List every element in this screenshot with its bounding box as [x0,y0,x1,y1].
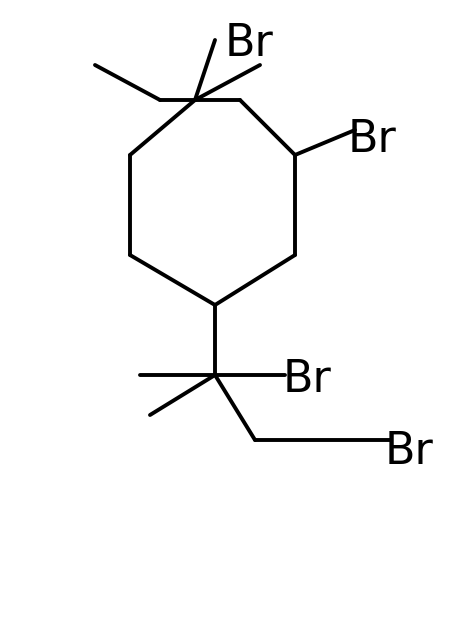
Text: Br: Br [385,430,434,473]
Text: Br: Br [283,358,332,401]
Text: Br: Br [225,22,274,65]
Text: Br: Br [348,118,397,161]
